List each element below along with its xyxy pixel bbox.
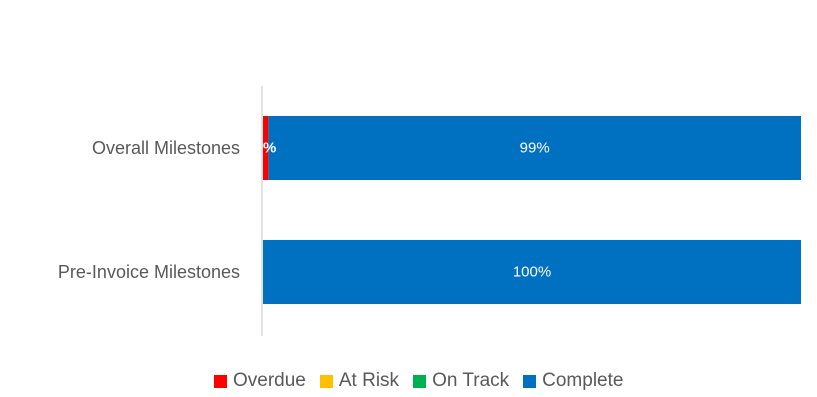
legend-label-at-risk: At Risk xyxy=(338,370,400,391)
legend-swatch-overdue xyxy=(214,374,227,388)
bar-segment-overdue-overall-milestones xyxy=(263,116,269,180)
legend-item-at-risk: At Risk xyxy=(319,370,400,392)
bars-layer xyxy=(263,116,801,304)
labels-layer: % 99% 100% xyxy=(263,140,551,281)
legend-item-on-track: On Track xyxy=(413,370,509,392)
legend-swatch-on-track xyxy=(413,374,427,388)
category-label-pre-invoice-milestones: Pre-Invoice Milestones xyxy=(58,262,240,282)
category-label-overall-milestones: Overall Milestones xyxy=(92,138,240,158)
bar-segment-complete-pre-invoice-milestones xyxy=(263,240,801,304)
data-label-complete-pre-invoice-milestones: 100% xyxy=(513,264,551,281)
category-labels-layer: Overall Milestones Pre-Invoice Milestones xyxy=(58,138,240,282)
data-label-complete-overall-milestones: 99% xyxy=(520,140,550,157)
legend-swatch-at-risk xyxy=(319,374,333,388)
bar-segment-complete-overall-milestones xyxy=(268,116,801,180)
legend-label-on-track: On Track xyxy=(432,370,510,391)
legend-label-complete: Complete xyxy=(542,370,624,391)
legend: Overdue At Risk On Track Complete xyxy=(214,367,623,395)
legend-swatch-complete xyxy=(523,374,537,388)
legend-label-overdue: Overdue xyxy=(233,370,306,391)
data-label-overdue-overall-milestones: % xyxy=(263,140,276,157)
legend-item-overdue: Overdue xyxy=(214,370,306,392)
legend-item-complete: Complete xyxy=(523,370,623,392)
